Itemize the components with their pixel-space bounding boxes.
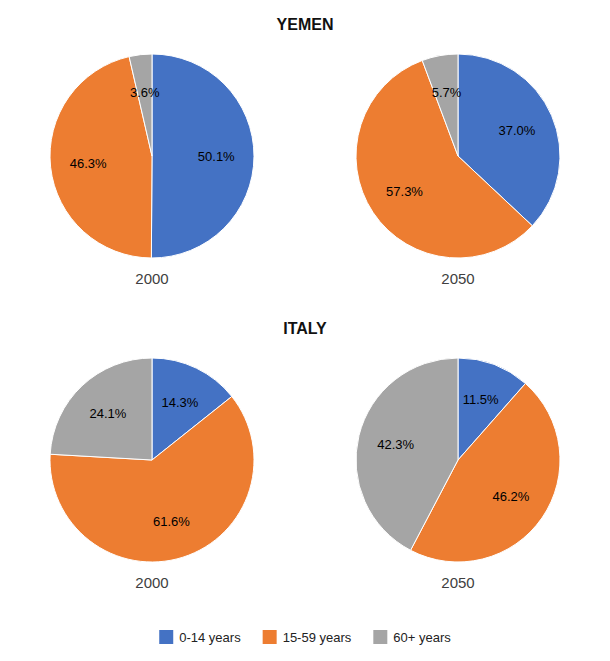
legend-item: 15-59 years — [263, 630, 352, 645]
data-label: 5.7% — [432, 85, 462, 100]
data-label: 46.2% — [492, 489, 529, 504]
pie: 0-14 years15-59 years60+ years — [50, 358, 254, 562]
data-label: 24.1% — [89, 406, 126, 421]
data-label: 50.1% — [198, 149, 235, 164]
legend-item: 60+ years — [373, 630, 451, 645]
legend-label: 60+ years — [393, 630, 451, 645]
pie-slice: 60+ years — [50, 358, 152, 460]
legend-swatch — [263, 630, 277, 644]
data-label: 37.0% — [499, 123, 536, 138]
legend: 0-14 years 15-59 years 60+ years — [159, 630, 451, 645]
legend-label: 0-14 years — [179, 630, 241, 645]
pie-slice: 15-59 years — [356, 60, 532, 258]
pie: 0-14 years15-59 years60+ years — [50, 54, 254, 258]
chart-title: YEMEN — [277, 16, 334, 33]
pie-name: 2050 — [441, 270, 474, 287]
pie-slice: 0-14 years — [151, 54, 254, 258]
pie-name: 2000 — [135, 574, 168, 591]
pie: 0-14 years15-59 years60+ years — [356, 54, 560, 258]
data-label: 57.3% — [386, 184, 423, 199]
pie-name: 2000 — [135, 270, 168, 287]
pie-name: 2050 — [441, 574, 474, 591]
pie: 0-14 years15-59 years60+ years — [356, 358, 560, 562]
pie-slice: 60+ years — [356, 358, 458, 550]
data-label: 46.3% — [70, 156, 107, 171]
legend-item: 0-14 years — [159, 630, 241, 645]
chart-title: ITALY — [283, 320, 327, 337]
data-label: 14.3% — [161, 395, 198, 410]
data-label: 61.6% — [153, 514, 190, 529]
legend-swatch — [159, 630, 173, 644]
figure: YEMEN0-14 years15-59 years60+ years50.1%… — [0, 0, 610, 661]
data-label: 3.6% — [130, 85, 160, 100]
pie-slice: 60+ years — [129, 54, 152, 156]
legend-swatch — [373, 630, 387, 644]
pie-slice: 60+ years — [422, 54, 458, 156]
data-label: 42.3% — [377, 437, 414, 452]
legend-label: 15-59 years — [283, 630, 352, 645]
data-label: 11.5% — [463, 392, 499, 407]
